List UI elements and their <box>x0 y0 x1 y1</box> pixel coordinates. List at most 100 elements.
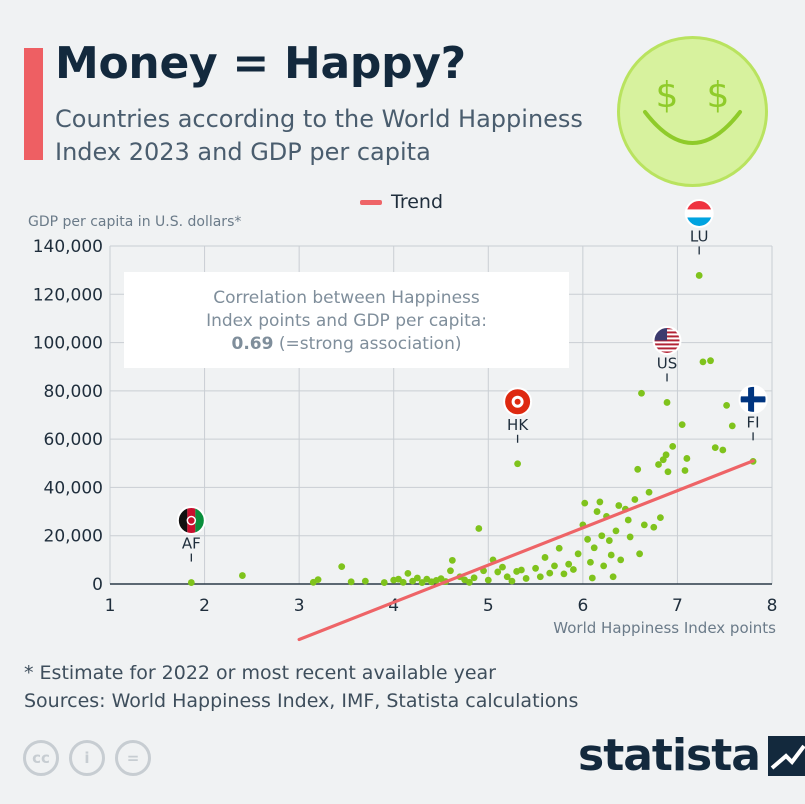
data-point <box>711 444 719 451</box>
y-tick-label: 60,000 <box>44 430 103 450</box>
statista-logo[interactable]: statista <box>578 730 805 781</box>
flag-wrap <box>652 325 682 355</box>
y-tick-label: 100,000 <box>33 334 103 354</box>
data-point <box>600 562 608 570</box>
data-point <box>640 521 648 529</box>
x-tick-label: 8 <box>767 596 778 616</box>
data-point <box>465 578 473 586</box>
data-point <box>484 576 492 584</box>
data-point <box>565 560 573 568</box>
data-point <box>707 357 714 365</box>
data-point <box>634 465 642 473</box>
flag-stripe <box>654 341 681 344</box>
x-tick-label: 4 <box>388 596 399 616</box>
data-point <box>475 525 483 532</box>
data-point <box>551 562 558 570</box>
sources: Sources: World Happiness Index, IMF, Sta… <box>24 690 579 712</box>
x-tick-label: 1 <box>105 596 116 616</box>
flag-wrap <box>738 384 768 414</box>
data-point <box>503 573 511 581</box>
y-axis-label: GDP per capita in U.S. dollars* <box>28 214 241 230</box>
data-point <box>347 578 355 586</box>
flag-ring <box>652 325 682 355</box>
data-point <box>598 532 606 540</box>
flag-emblem <box>186 515 197 526</box>
svg-text:$: $ <box>707 75 730 116</box>
point-label-us: US <box>657 354 678 372</box>
smiley-dollar-icon: $ $ <box>617 36 768 187</box>
data-point <box>607 551 615 559</box>
correlation-value: 0.69 <box>231 334 274 354</box>
data-point <box>662 451 670 459</box>
y-tick-label: 0 <box>92 575 103 595</box>
data-point <box>448 556 456 564</box>
data-point <box>532 564 539 572</box>
data-point <box>681 467 689 474</box>
flag-stripe <box>654 347 681 350</box>
x-tick-label: 5 <box>483 596 494 616</box>
y-tick-label: 140,000 <box>33 237 103 257</box>
data-point <box>650 523 658 531</box>
license-icons: cc i = <box>23 740 151 776</box>
flag-ring <box>503 387 533 417</box>
correlation-note: (=strong association) <box>278 334 462 354</box>
luxembourg-flag-icon <box>686 200 713 227</box>
usa-flag-icon <box>654 327 681 354</box>
flag-cross-v <box>748 386 755 413</box>
x-tick-label: 6 <box>577 596 588 616</box>
flag-badge-af: AF <box>176 506 206 562</box>
point-label-hk: HK <box>507 416 529 434</box>
data-point <box>522 575 530 582</box>
x-tick-label: 3 <box>294 596 305 616</box>
correlation-line2: Index points and GDP per capita: <box>206 311 487 331</box>
footnote: * Estimate for 2022 or most recent avail… <box>24 662 496 684</box>
data-point <box>719 446 727 454</box>
data-point <box>609 573 617 581</box>
flag-wrap <box>176 506 206 536</box>
page-title: Money = Happy? <box>55 38 466 89</box>
point-label-lu: LU <box>690 227 709 245</box>
data-point <box>418 579 426 586</box>
data-point <box>728 422 736 430</box>
y-tick-label: 80,000 <box>44 382 103 402</box>
statista-logo-icon <box>767 735 805 776</box>
data-point <box>590 544 598 552</box>
correlation-box: Correlation between Happiness Index poin… <box>124 272 569 368</box>
data-point <box>626 533 634 541</box>
data-point <box>593 508 601 515</box>
data-point <box>499 563 506 571</box>
y-tick-label: 40,000 <box>44 478 103 498</box>
cc-icon[interactable]: cc <box>23 740 59 776</box>
y-tick-label: 120,000 <box>33 285 103 305</box>
data-point <box>617 556 625 564</box>
brand-name: statista <box>578 730 761 781</box>
correlation-line1: Correlation between Happiness <box>213 288 480 308</box>
data-point <box>541 554 549 561</box>
data-point <box>517 566 525 574</box>
no-derivatives-icon[interactable]: = <box>115 740 151 776</box>
data-point <box>399 578 407 586</box>
flag-ring <box>684 198 714 228</box>
data-point <box>380 579 388 586</box>
data-point <box>669 442 677 450</box>
flag-stripe <box>187 507 196 534</box>
data-point-af <box>187 579 195 586</box>
flag-badge-hk: HK <box>503 387 533 443</box>
attribution-icon[interactable]: i <box>69 740 105 776</box>
data-point <box>645 488 653 496</box>
data-point <box>596 498 604 506</box>
flag-stripe <box>686 200 713 210</box>
data-point <box>584 535 591 543</box>
flag-ring <box>176 506 206 536</box>
data-point <box>574 550 582 558</box>
data-point <box>494 568 502 576</box>
data-point <box>612 527 620 535</box>
flag-badge-us: US <box>652 325 682 382</box>
data-point <box>624 516 632 524</box>
flag-wrap <box>684 198 714 228</box>
trend-line <box>297 459 755 642</box>
data-point <box>636 550 643 558</box>
x-tick-label: 2 <box>199 596 210 616</box>
flag-stripe <box>654 349 681 352</box>
data-point <box>605 537 613 544</box>
